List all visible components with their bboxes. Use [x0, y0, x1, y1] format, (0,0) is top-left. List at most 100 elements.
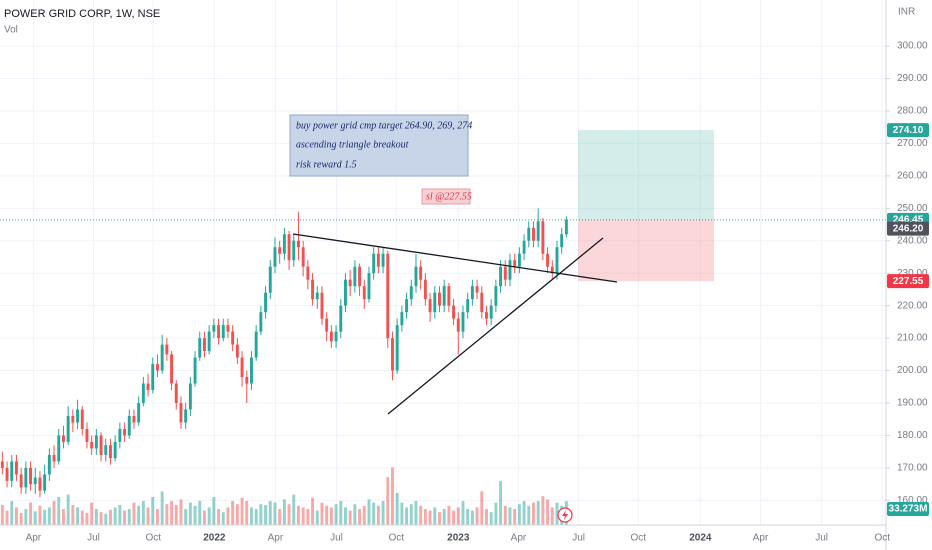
- volume-bar: [71, 505, 75, 525]
- candle-body: [423, 279, 427, 300]
- candle-body: [344, 279, 347, 306]
- candle-body: [10, 461, 14, 481]
- volume-bar: [555, 502, 559, 525]
- candle-body: [273, 247, 277, 267]
- candle-body: [376, 253, 380, 267]
- x-tick-label: Apr: [268, 533, 284, 544]
- volume-bar: [245, 501, 249, 525]
- volume-bar: [151, 497, 155, 525]
- volume-bar: [76, 507, 80, 525]
- volume-bar: [480, 491, 484, 525]
- volume-bar: [400, 502, 404, 525]
- volume-bar: [475, 507, 479, 525]
- candle-body: [85, 428, 89, 442]
- y-tick-label: 270.00: [897, 138, 928, 149]
- candle-body: [461, 312, 465, 332]
- candle-body: [315, 292, 319, 300]
- candle-body: [306, 266, 310, 280]
- volume-bar: [423, 509, 427, 525]
- volume-bar: [461, 501, 465, 525]
- volume-bar: [292, 494, 296, 525]
- volume-bar: [391, 467, 394, 525]
- candle-body: [564, 219, 568, 235]
- volume-bar: [452, 510, 456, 525]
- volume-bar: [278, 509, 282, 525]
- volume-bar: [43, 509, 47, 525]
- candle-body: [480, 292, 484, 313]
- candle-body: [254, 331, 258, 358]
- x-tick-label: 2023: [447, 533, 470, 544]
- volume-bar: [344, 507, 347, 525]
- volume-bar: [160, 491, 164, 525]
- volume-bar: [19, 513, 23, 525]
- candle-body: [358, 266, 362, 287]
- candle-body: [264, 292, 268, 313]
- candle-body: [278, 247, 282, 254]
- volume-bar: [536, 501, 540, 525]
- volume-bar: [386, 477, 390, 525]
- volume-bar: [306, 509, 310, 525]
- price-tag: [887, 123, 929, 138]
- candle-body: [146, 383, 150, 391]
- sl-box: [421, 188, 471, 205]
- volume-bar: [541, 496, 545, 525]
- volume-bar: [0, 505, 4, 525]
- candle-body: [442, 286, 446, 306]
- volume-bar: [132, 502, 136, 525]
- trend-line: [387, 237, 604, 415]
- y-tick-label: 160.00: [897, 495, 928, 506]
- x-tick-label: Oct: [631, 533, 647, 544]
- volume-bar: [33, 511, 37, 525]
- volume-bar: [207, 507, 211, 525]
- price-tag-label: 274.10: [893, 125, 924, 136]
- candle-body: [433, 292, 437, 313]
- candle-body: [499, 266, 503, 287]
- candle-body: [546, 253, 550, 267]
- x-tick-label: 2022: [203, 533, 226, 544]
- candle-body: [104, 445, 108, 455]
- volume-bar: [57, 497, 61, 525]
- volume-layer: [0, 467, 568, 525]
- volume-bar: [141, 501, 145, 525]
- volume-bar: [99, 512, 103, 525]
- volume-bar: [146, 507, 150, 525]
- note-text: risk reward 1.5: [296, 159, 357, 170]
- candle-body: [132, 415, 136, 423]
- x-tick-label: Apr: [511, 533, 527, 544]
- volume-bar: [381, 501, 385, 525]
- candle-body: [489, 305, 493, 319]
- volume-bar: [14, 507, 18, 525]
- candle-body: [292, 240, 296, 261]
- candle-body: [259, 312, 263, 332]
- volume-bar: [315, 510, 319, 525]
- volume-bar: [127, 509, 131, 525]
- y-tick-label: 260.00: [897, 171, 928, 182]
- candle-body: [43, 474, 47, 491]
- target-zone: [578, 130, 714, 220]
- candle-body: [419, 266, 423, 280]
- candle-body: [235, 344, 239, 358]
- volume-bar: [198, 501, 202, 525]
- price-tag-label: 246.20: [893, 223, 924, 234]
- candle-body: [485, 312, 488, 319]
- position-layer: [0, 130, 886, 282]
- volume-bar: [165, 504, 169, 525]
- volume-bar: [367, 499, 371, 525]
- volume-bar: [470, 510, 474, 525]
- volume-bar: [123, 510, 127, 525]
- volume-bar: [527, 505, 531, 525]
- candle-body: [188, 383, 192, 410]
- trend-line: [292, 233, 618, 283]
- candle-body: [372, 253, 376, 274]
- candle-body: [221, 325, 225, 339]
- volume-bar: [362, 505, 366, 525]
- candle-body: [268, 266, 272, 293]
- volume-bar: [438, 512, 441, 525]
- volume-bar: [264, 505, 268, 525]
- volume-bar: [240, 497, 244, 525]
- y-tick-label: 300.00: [897, 41, 928, 52]
- candle-body: [555, 247, 559, 274]
- candle-body: [14, 461, 18, 475]
- volume-bar: [447, 505, 451, 525]
